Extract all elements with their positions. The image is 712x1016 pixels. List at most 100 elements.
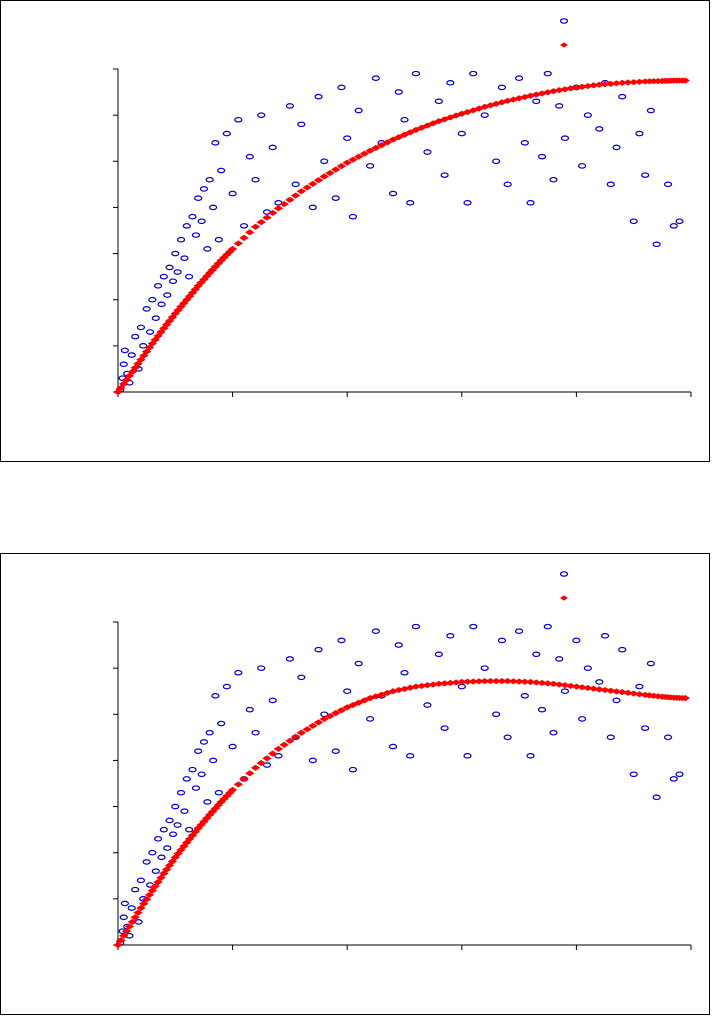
data-point (325, 712, 335, 720)
data-point (250, 223, 261, 230)
data-point (142, 306, 151, 312)
data-point (199, 186, 209, 192)
data-point (366, 716, 375, 722)
data-point (371, 144, 381, 151)
data-point (555, 103, 564, 109)
data-point (428, 681, 438, 688)
data-point (262, 762, 272, 768)
data-point (526, 753, 535, 759)
data-point (331, 748, 340, 755)
data-point (451, 112, 461, 119)
data-point (167, 314, 178, 321)
data-point (497, 677, 507, 685)
data-point (549, 176, 558, 183)
data-point (116, 937, 126, 944)
data-point (331, 710, 341, 717)
data-point (359, 150, 370, 157)
data-point (641, 725, 650, 731)
data-point (400, 669, 409, 676)
data-point (173, 850, 183, 857)
data-point (675, 771, 684, 778)
data-point (565, 85, 576, 92)
legend-marker (559, 18, 569, 24)
data-point (251, 176, 260, 183)
data-point (555, 656, 564, 662)
data-point (320, 158, 329, 165)
data-point (480, 665, 489, 671)
data-point (595, 126, 604, 132)
data-point (537, 706, 547, 713)
data-point (262, 755, 272, 762)
data-point (405, 129, 415, 136)
data-point (388, 743, 398, 750)
data-point (606, 181, 615, 188)
data-point (543, 89, 553, 96)
data-point (196, 279, 206, 286)
data-point (209, 757, 218, 764)
data-point (308, 180, 318, 187)
data-point (182, 223, 191, 229)
data-point (446, 80, 455, 86)
data-point (469, 623, 478, 630)
data-point (595, 679, 604, 685)
data-point (213, 260, 224, 267)
legend-marker (560, 42, 568, 48)
data-point (612, 144, 621, 151)
data-point (268, 144, 277, 151)
data-point (583, 665, 592, 671)
data-point (382, 139, 393, 146)
data-point (652, 794, 661, 801)
data-point (543, 623, 552, 630)
data-point (618, 93, 627, 100)
data-point (291, 181, 300, 188)
data-point (629, 218, 638, 225)
data-point (313, 177, 324, 184)
data-point (302, 184, 312, 191)
data-point (354, 107, 363, 114)
series-1 (113, 77, 691, 396)
data-point (210, 263, 221, 270)
data-point (422, 122, 433, 129)
data-point (130, 914, 140, 921)
data-point (440, 172, 449, 178)
data-point (285, 103, 294, 109)
data-point (159, 273, 168, 280)
data-point (446, 633, 455, 639)
data-point (205, 176, 214, 183)
data-point (124, 372, 135, 379)
data-point (411, 623, 421, 630)
data-point (150, 336, 160, 343)
data-point (148, 849, 157, 856)
data-point (167, 858, 178, 865)
scatter-chart-bottom (113, 571, 692, 950)
data-point (257, 665, 266, 671)
data-point (297, 674, 306, 681)
data-point (233, 781, 244, 788)
data-point (150, 883, 160, 890)
data-point (520, 678, 530, 685)
data-point (663, 181, 673, 188)
data-point (497, 84, 507, 91)
data-point (154, 836, 163, 842)
data-point (121, 376, 132, 383)
data-point (151, 868, 160, 874)
data-point (136, 877, 146, 884)
data-point (343, 135, 352, 142)
data-point (234, 669, 243, 676)
data-point (116, 384, 126, 392)
data-point (144, 891, 155, 899)
data-point (124, 923, 135, 930)
data-point (572, 637, 581, 644)
data-point (503, 181, 512, 188)
data-point (173, 307, 183, 314)
data-point (353, 699, 364, 706)
data-point (463, 200, 472, 206)
data-point (214, 236, 223, 243)
data-point (474, 105, 484, 112)
data-point (142, 859, 151, 865)
data-point (225, 789, 235, 797)
data-point (199, 276, 209, 283)
data-point (188, 766, 197, 773)
data-point (118, 932, 129, 939)
data-point (256, 760, 266, 767)
